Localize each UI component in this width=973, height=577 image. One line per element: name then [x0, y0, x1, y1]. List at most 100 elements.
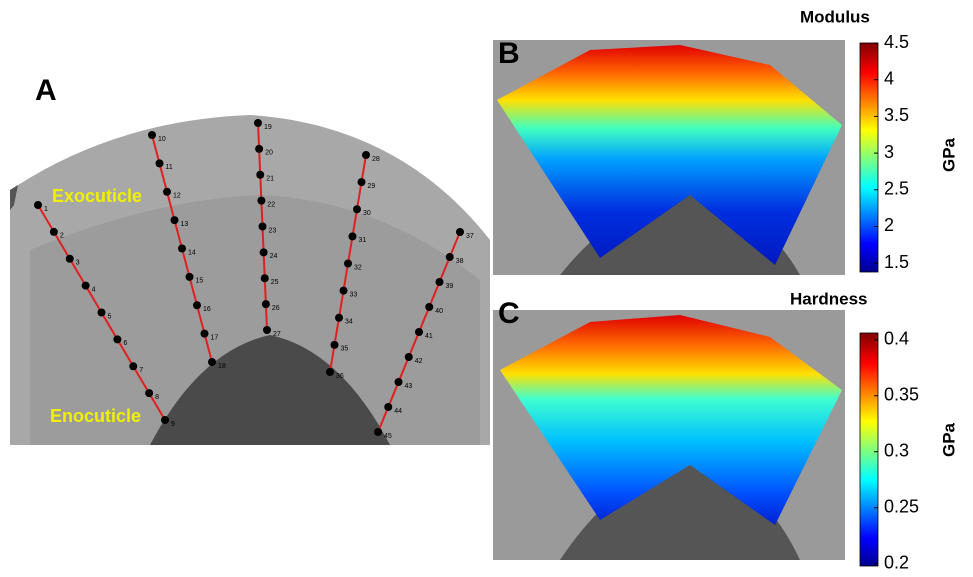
measure-point: [326, 368, 334, 376]
point-label: 3: [76, 260, 80, 267]
point-label: 29: [368, 183, 376, 190]
point-label: 44: [394, 408, 402, 415]
measure-point: [358, 178, 366, 186]
point-label: 25: [271, 279, 279, 286]
point-label: 5: [108, 313, 112, 320]
point-label: 36: [336, 373, 344, 380]
colorbar-tick-label: 3.5: [884, 105, 909, 125]
measure-point: [405, 353, 413, 361]
point-label: 4: [92, 286, 96, 293]
measure-point: [353, 205, 361, 213]
colorbar-tick-label: 2: [884, 215, 894, 235]
point-label: 28: [372, 156, 380, 163]
annotation: Exocuticle: [52, 186, 142, 206]
point-label: 31: [359, 237, 367, 244]
point-label: 43: [405, 383, 413, 390]
point-label: 6: [123, 340, 127, 347]
colorbar-unit: GPa: [939, 137, 958, 172]
measure-point: [82, 282, 90, 290]
point-label: 15: [196, 278, 204, 285]
point-label: 40: [435, 308, 443, 315]
measure-point: [98, 309, 106, 317]
measure-point: [362, 151, 370, 159]
colorbar-tick-label: 0.3: [884, 440, 909, 460]
measure-point: [257, 197, 265, 205]
measure-point: [374, 428, 382, 436]
colorbar-tick-label: 0.2: [884, 553, 909, 572]
point-label: 9: [171, 421, 175, 428]
panel-label: C: [498, 297, 520, 330]
measure-point: [425, 303, 433, 311]
point-label: 38: [456, 258, 464, 265]
measure-point: [145, 389, 153, 397]
colorbar-tick-label: 3: [884, 142, 894, 162]
panel-label: A: [35, 74, 57, 107]
point-label: 17: [211, 334, 219, 341]
measure-point: [178, 245, 186, 253]
colorbar-tick-label: 0.4: [884, 328, 909, 348]
panel-label: B: [498, 37, 520, 70]
colorbar-tick-label: 0.35: [884, 384, 919, 404]
measure-point: [446, 253, 454, 261]
point-label: 27: [273, 331, 281, 338]
measure-point: [395, 378, 403, 386]
measure-point: [456, 228, 464, 236]
measure-point: [201, 330, 209, 338]
measure-point: [263, 326, 271, 334]
point-label: 20: [265, 150, 273, 157]
measure-point: [186, 273, 194, 281]
point-label: 35: [341, 346, 349, 353]
measure-point: [254, 119, 262, 127]
colorbar: [860, 43, 878, 272]
measure-point: [156, 159, 164, 167]
point-label: 41: [425, 333, 433, 340]
colorbar-tick-label: 2.5: [884, 179, 909, 199]
point-label: 34: [345, 319, 353, 326]
colorbar-unit: GPa: [939, 422, 958, 457]
colorbar-title: Modulus: [800, 7, 870, 26]
colorbar: [860, 333, 878, 566]
point-label: 23: [269, 227, 277, 234]
point-label: 33: [350, 291, 358, 298]
colorbar-title: Hardness: [790, 289, 867, 308]
point-label: 26: [272, 305, 280, 312]
panel-b-image: [493, 40, 845, 275]
measure-point: [208, 358, 216, 366]
measure-point: [34, 201, 42, 209]
annotation: Enocuticle: [50, 406, 141, 426]
colorbar-tick-label: 4: [884, 68, 894, 88]
point-label: 24: [270, 253, 278, 260]
measure-point: [148, 131, 156, 139]
point-label: 37: [466, 233, 474, 240]
measure-point: [161, 416, 169, 424]
point-label: 39: [446, 283, 454, 290]
point-label: 32: [354, 264, 362, 271]
measure-point: [261, 274, 269, 282]
point-label: 30: [363, 210, 371, 217]
measure-point: [259, 223, 267, 231]
measure-point: [171, 216, 179, 224]
measure-point: [66, 255, 74, 263]
point-label: 11: [166, 164, 173, 171]
point-label: 14: [188, 249, 196, 256]
point-label: 8: [155, 394, 159, 401]
point-label: 12: [173, 193, 181, 200]
measure-point: [129, 362, 137, 370]
point-label: 42: [415, 358, 423, 365]
panel-c-image: [493, 310, 845, 560]
point-label: 2: [60, 233, 64, 240]
measure-point: [349, 232, 357, 240]
point-label: 45: [384, 433, 392, 440]
measure-point: [415, 328, 423, 336]
point-label: 19: [264, 124, 272, 131]
colorbar-tick-label: 0.25: [884, 497, 919, 517]
measure-point: [256, 171, 264, 179]
point-label: 13: [181, 221, 189, 228]
colorbar-tick-label: 1.5: [884, 252, 909, 272]
measure-point: [335, 314, 343, 322]
point-label: 18: [218, 363, 226, 370]
point-label: 1: [44, 206, 48, 213]
measure-point: [163, 188, 171, 196]
point-label: 10: [158, 136, 166, 143]
point-label: 16: [203, 306, 211, 313]
